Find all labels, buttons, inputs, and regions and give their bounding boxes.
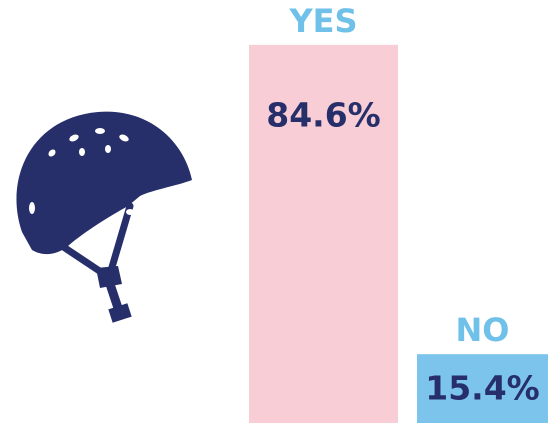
helmet-icon — [16, 111, 192, 323]
category-label: NO — [456, 311, 510, 349]
category-label: YES — [288, 2, 357, 40]
value-label: 15.4% — [425, 369, 540, 408]
bar — [249, 44, 398, 423]
bar — [417, 354, 548, 423]
value-label: 84.6% — [266, 95, 381, 134]
